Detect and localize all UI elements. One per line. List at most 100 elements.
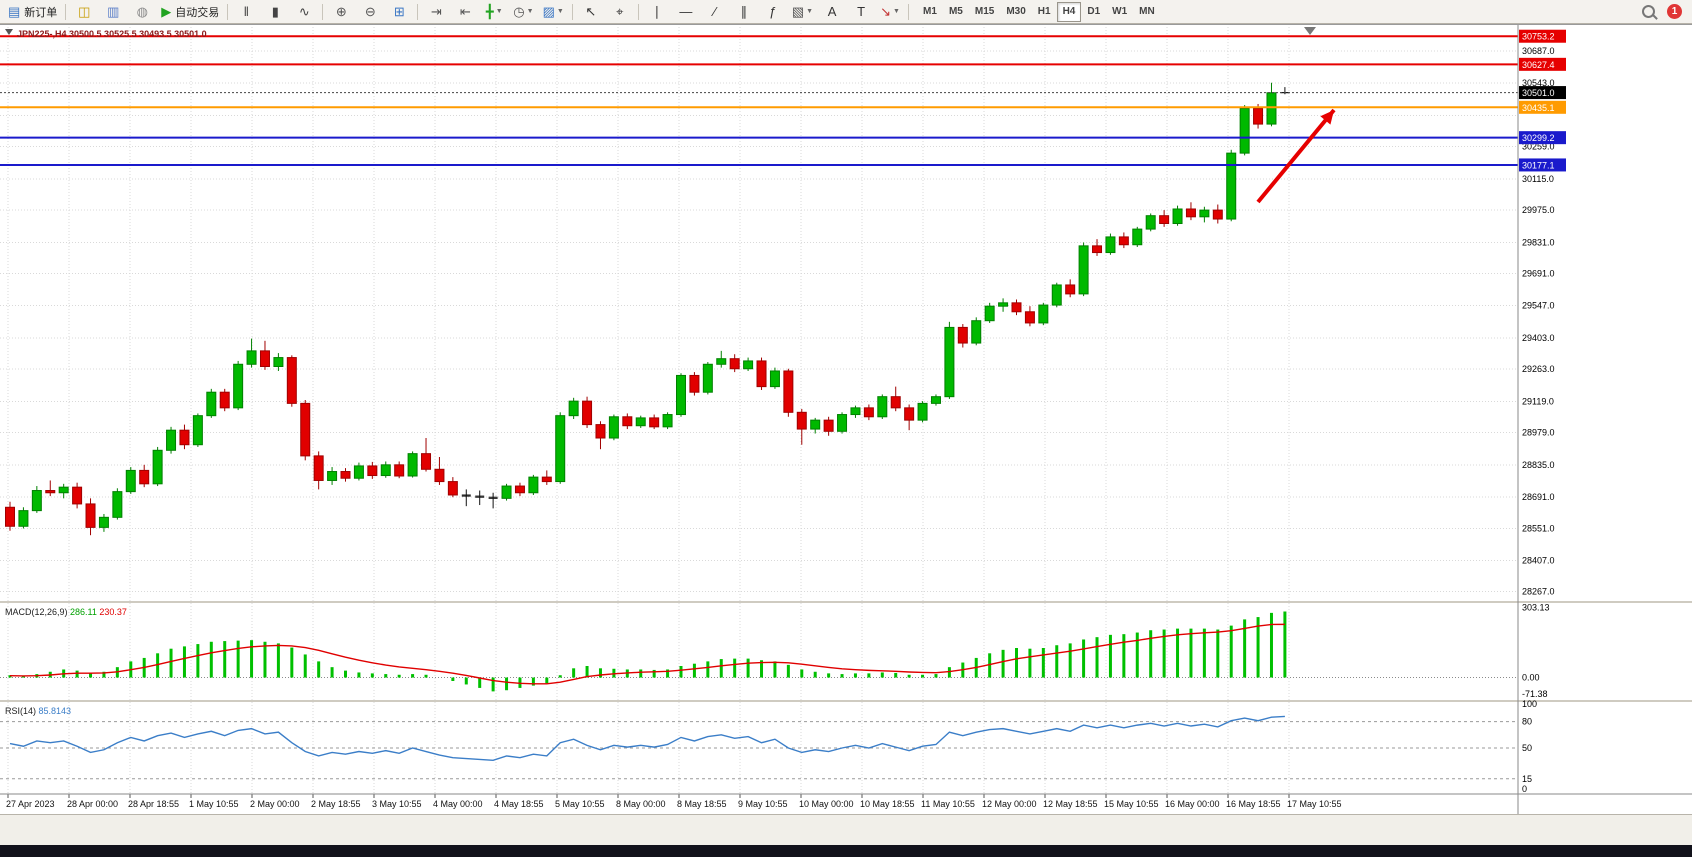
horizontal-line-button[interactable]: ―	[672, 1, 700, 23]
price-axis[interactable]: 30687.0 30543.0 30259.0 30115.0 29975.0 29831…	[1522, 46, 1555, 597]
periods-button[interactable]: ◷ ▼	[509, 1, 537, 23]
market-watch-button[interactable]: ◫	[70, 1, 98, 23]
candle	[179, 424, 190, 450]
chart-plot-area[interactable]	[0, 24, 1692, 857]
fibonacci-icon: ƒ	[769, 4, 777, 19]
candle	[1078, 242, 1089, 297]
chart-shift-button[interactable]: ⇤	[451, 1, 479, 23]
candle	[702, 362, 713, 395]
chevron-down-icon: ▼	[556, 8, 564, 15]
candle	[206, 388, 217, 418]
channel-button[interactable]: ∥	[730, 1, 758, 23]
fibonacci-button[interactable]: ƒ	[759, 1, 787, 23]
candle	[1024, 306, 1035, 327]
svg-text:8 May 00:00: 8 May 00:00	[616, 799, 666, 809]
macd-scale[interactable]: 303.13 0.00 -71.38	[1522, 603, 1550, 699]
timeframe-m5[interactable]: M5	[948, 6, 963, 17]
crosshair-button[interactable]: ⌖	[606, 1, 634, 23]
indicators-button[interactable]: ╋ ▼	[480, 1, 508, 23]
zoom-in-button[interactable]: ⊕	[327, 1, 355, 23]
autotrading-button[interactable]: ▶ 自动交易	[157, 1, 223, 23]
candle	[166, 426, 177, 454]
time-axis[interactable]: 27 Apr 2023 28 Apr 00:00 28 Apr 18:55 1 May…	[6, 794, 1342, 809]
line-chart-button[interactable]: ∿	[290, 1, 318, 23]
candle	[1051, 282, 1062, 308]
text-label-icon: T	[857, 4, 866, 19]
text-icon: A	[827, 4, 837, 19]
timeframe-w1[interactable]: W1	[1112, 6, 1128, 17]
timeframe-h4[interactable]: H4	[1056, 1, 1082, 22]
candle	[716, 350, 727, 368]
svg-text:29691.0: 29691.0	[1522, 269, 1555, 279]
trend-arrow[interactable]	[1256, 108, 1336, 204]
auto-scroll-button[interactable]: ⇥	[422, 1, 450, 23]
svg-text:28 Apr 18:55: 28 Apr 18:55	[128, 799, 179, 809]
chart-shift-marker[interactable]	[1304, 27, 1316, 35]
candle	[863, 404, 874, 421]
candle	[192, 413, 203, 447]
svg-text:-71.38: -71.38	[1522, 689, 1548, 699]
templates-button[interactable]: ▨ ▼	[539, 1, 568, 23]
candlestick-icon: ▮	[271, 4, 279, 19]
svg-text:29547.0: 29547.0	[1522, 301, 1555, 311]
search-button[interactable]	[1634, 1, 1662, 23]
arrows-button[interactable]: ↘ ▼	[876, 1, 904, 23]
community-button[interactable]: ◍	[128, 1, 156, 23]
price-tag-30501.0: 30501.0	[1519, 86, 1566, 100]
line-chart-icon: ∿	[298, 4, 310, 19]
window-marker-icon	[5, 29, 13, 35]
candle	[1092, 239, 1103, 256]
text-button[interactable]: A	[818, 1, 846, 23]
candle	[971, 317, 982, 346]
candle	[998, 298, 1009, 312]
timeframe-m30[interactable]: M30	[1006, 6, 1026, 17]
panel-separator[interactable]	[0, 601, 1692, 603]
svg-text:0: 0	[1522, 784, 1527, 794]
candle	[1105, 233, 1116, 255]
vertical-line-icon: ∣	[653, 4, 661, 19]
cursor-button[interactable]: ↖	[577, 1, 605, 23]
tile-windows-button[interactable]: ⊞	[385, 1, 413, 23]
notifications-badge[interactable]: 1	[1667, 4, 1682, 19]
community-icon: ◍	[136, 4, 148, 19]
candlestick-chart-button[interactable]: ▮	[261, 1, 289, 23]
toolbar-separator	[227, 3, 229, 20]
panel-separator[interactable]	[0, 700, 1692, 702]
svg-text:80: 80	[1522, 717, 1532, 727]
timeframe-d1[interactable]: D1	[1087, 6, 1101, 17]
trendline-button[interactable]: ∕	[701, 1, 729, 23]
new-order-button[interactable]: ▤ 新订单	[4, 1, 61, 23]
candle	[45, 480, 56, 497]
chart-window[interactable]: 30687.0 30543.0 30259.0 30115.0 29975.0 29831…	[0, 24, 1692, 857]
candle	[837, 412, 848, 434]
vertical-line-button[interactable]: ∣	[643, 1, 671, 23]
toolbar: ▤ 新订单 ◫ ▥ ◍ ▶ 自动交易 ‖ ▮ ∿ ⊕ ⊖ ⊞ ⇥ ⇤ ╋ ▼ ◷ ▼ ▨ ▼ ↖ ⌖ ∣ ― ∕ ∥ ƒ ▧ ▼ A T ↘ ▼ M…	[0, 0, 1692, 24]
text-label-button[interactable]: T	[847, 1, 875, 23]
timeframe-m1[interactable]: M1	[923, 6, 937, 17]
timeframe-mn[interactable]: MN	[1139, 6, 1155, 17]
svg-text:11 May 10:55: 11 May 10:55	[921, 799, 975, 809]
print-button[interactable]: ▥	[99, 1, 127, 23]
svg-text:30259.0: 30259.0	[1522, 142, 1555, 152]
chart-shift-icon: ⇤	[459, 4, 471, 19]
bar-chart-button[interactable]: ‖	[232, 1, 260, 23]
rsi-scale[interactable]: 100 80 50 150	[1522, 699, 1537, 794]
svg-text:0.00: 0.00	[1522, 673, 1540, 683]
timeframe-h1[interactable]: H1	[1037, 6, 1051, 17]
svg-text:4 May 00:00: 4 May 00:00	[433, 799, 483, 809]
svg-text:303.13: 303.13	[1522, 603, 1550, 613]
candle	[796, 408, 807, 445]
zoom-out-button[interactable]: ⊖	[356, 1, 384, 23]
svg-text:4 May 18:55: 4 May 18:55	[494, 799, 544, 809]
horizontal-line-icon: ―	[679, 4, 693, 19]
svg-text:50: 50	[1522, 743, 1532, 753]
chevron-down-icon: ▼	[893, 8, 900, 15]
shapes-button[interactable]: ▧ ▼	[788, 1, 817, 23]
timeframe-m15[interactable]: M15	[974, 6, 995, 17]
candle	[1065, 279, 1076, 298]
candle	[421, 438, 432, 472]
svg-text:30753.2: 30753.2	[1522, 32, 1555, 42]
svg-text:28691.0: 28691.0	[1522, 492, 1555, 502]
candle	[1159, 210, 1170, 227]
add-indicator-icon: ╋	[485, 4, 494, 19]
